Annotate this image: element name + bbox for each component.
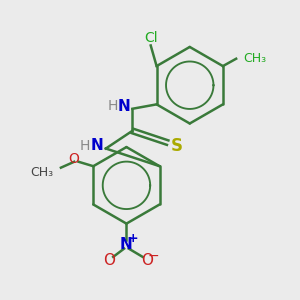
Text: N: N bbox=[91, 138, 103, 153]
Text: N: N bbox=[120, 237, 133, 252]
Text: O: O bbox=[69, 152, 80, 166]
Text: O: O bbox=[141, 253, 153, 268]
Text: CH₃: CH₃ bbox=[244, 52, 267, 65]
Text: H: H bbox=[108, 99, 119, 113]
Text: N: N bbox=[118, 99, 130, 114]
Text: S: S bbox=[170, 136, 182, 154]
Text: +: + bbox=[128, 232, 138, 245]
Text: H: H bbox=[80, 139, 90, 153]
Text: −: − bbox=[148, 249, 159, 263]
Text: CH₃: CH₃ bbox=[30, 166, 53, 178]
Text: O: O bbox=[103, 253, 115, 268]
Text: Cl: Cl bbox=[144, 31, 158, 45]
